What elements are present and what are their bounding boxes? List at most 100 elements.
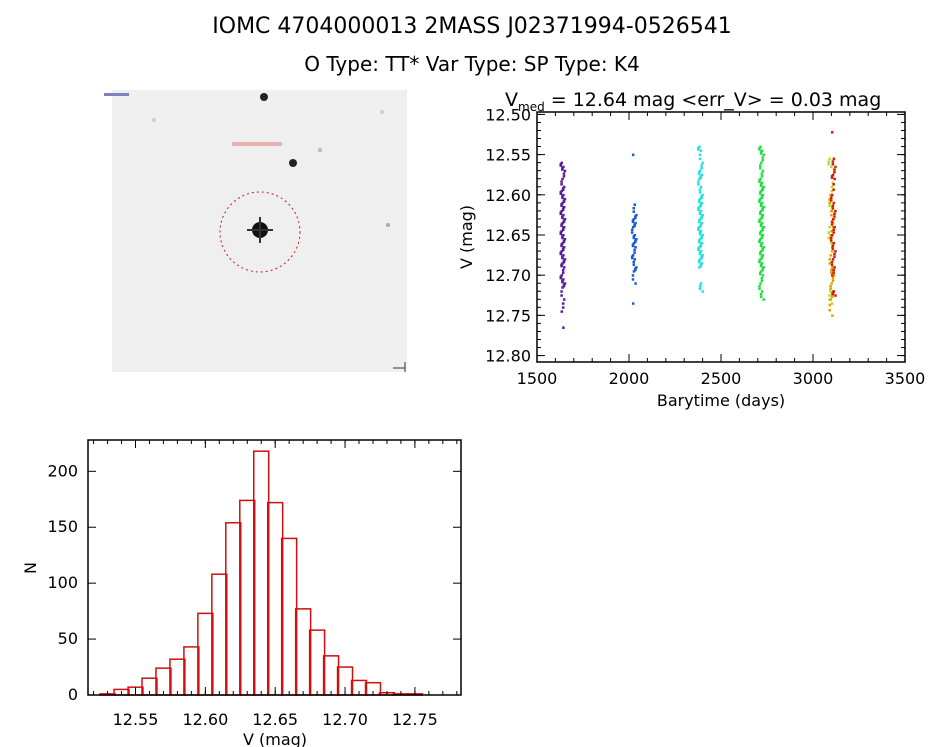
data-point bbox=[697, 219, 701, 222]
data-point bbox=[760, 175, 764, 178]
data-point bbox=[762, 225, 765, 229]
data-point bbox=[698, 153, 702, 157]
data-point bbox=[701, 213, 704, 217]
data-point bbox=[634, 240, 637, 244]
data-point bbox=[761, 158, 764, 162]
data-point bbox=[760, 181, 764, 185]
data-point bbox=[631, 254, 635, 257]
data-point bbox=[632, 210, 636, 213]
data-point bbox=[634, 246, 637, 249]
data-point bbox=[561, 216, 564, 220]
data-point bbox=[834, 294, 837, 297]
data-point bbox=[761, 227, 764, 230]
star bbox=[289, 159, 297, 167]
data-point bbox=[698, 258, 702, 261]
data-point bbox=[759, 152, 763, 155]
data-point bbox=[632, 260, 636, 264]
data-point bbox=[561, 177, 564, 181]
data-point bbox=[828, 258, 832, 261]
data-point bbox=[631, 244, 635, 248]
data-point bbox=[697, 208, 700, 212]
data-point bbox=[697, 248, 700, 252]
data-point bbox=[560, 161, 564, 165]
data-point bbox=[630, 255, 634, 258]
data-point bbox=[559, 211, 563, 214]
data-point bbox=[561, 280, 564, 284]
data-point bbox=[631, 219, 635, 222]
y-axis-label: V (mag) bbox=[457, 205, 476, 269]
x-tick-label: 2500 bbox=[701, 369, 742, 388]
data-point bbox=[632, 263, 636, 266]
data-point bbox=[827, 162, 830, 166]
data-point bbox=[697, 239, 701, 242]
data-point bbox=[633, 233, 637, 237]
data-point bbox=[761, 188, 764, 191]
data-point bbox=[758, 148, 761, 151]
data-point bbox=[758, 199, 761, 202]
data-point bbox=[831, 279, 835, 283]
data-point bbox=[631, 302, 635, 305]
histogram-bar bbox=[322, 655, 340, 696]
data-point bbox=[829, 193, 833, 197]
data-point bbox=[697, 146, 700, 150]
data-point bbox=[761, 193, 765, 197]
data-point bbox=[698, 232, 702, 236]
data-point bbox=[633, 224, 636, 228]
data-point bbox=[832, 242, 836, 245]
data-point bbox=[761, 254, 765, 257]
data-point bbox=[831, 204, 835, 208]
data-point bbox=[759, 251, 762, 254]
data-point bbox=[829, 284, 832, 288]
data-point bbox=[833, 177, 836, 181]
data-point bbox=[829, 287, 832, 291]
data-point bbox=[561, 256, 564, 260]
data-point bbox=[562, 240, 566, 244]
y-tick-label: 50 bbox=[58, 629, 78, 648]
data-point bbox=[698, 284, 702, 288]
aperture-circle bbox=[219, 191, 301, 273]
data-point bbox=[634, 215, 637, 218]
data-point bbox=[699, 264, 703, 268]
data-point bbox=[832, 271, 835, 275]
data-point bbox=[561, 201, 564, 205]
y-tick-label: 0 bbox=[68, 685, 78, 704]
data-point bbox=[562, 199, 566, 202]
data-point bbox=[559, 231, 563, 234]
histogram-bar bbox=[155, 667, 172, 696]
data-point bbox=[760, 216, 764, 220]
x-tick-label: 1500 bbox=[517, 369, 558, 388]
data-point bbox=[700, 196, 703, 199]
data-point bbox=[828, 157, 831, 161]
data-point bbox=[630, 231, 634, 234]
data-point bbox=[697, 199, 701, 202]
data-point bbox=[758, 200, 761, 203]
x-tick-label: 12.65 bbox=[252, 710, 298, 729]
data-point bbox=[760, 250, 763, 253]
data-point bbox=[630, 256, 634, 260]
data-point bbox=[828, 294, 831, 297]
x-tick-label: 3500 bbox=[885, 369, 926, 388]
data-point bbox=[828, 303, 832, 307]
data-point bbox=[829, 233, 832, 237]
data-point bbox=[759, 231, 762, 234]
y-tick-label: 12.55 bbox=[485, 146, 531, 165]
data-point bbox=[561, 215, 564, 218]
data-point bbox=[760, 172, 764, 175]
data-point bbox=[760, 161, 763, 165]
data-point bbox=[833, 225, 836, 229]
data-point bbox=[761, 207, 764, 210]
star bbox=[260, 93, 268, 101]
data-point bbox=[830, 199, 833, 202]
data-point bbox=[563, 169, 567, 173]
data-point bbox=[698, 231, 702, 234]
data-point bbox=[833, 168, 836, 171]
data-point bbox=[559, 192, 563, 195]
data-point bbox=[830, 229, 833, 233]
data-point bbox=[760, 221, 764, 225]
data-point bbox=[561, 228, 565, 232]
data-point bbox=[700, 215, 703, 218]
data-point bbox=[561, 187, 565, 190]
data-point bbox=[698, 266, 701, 269]
x-tick-label: 3000 bbox=[793, 369, 834, 388]
data-point bbox=[760, 255, 764, 258]
